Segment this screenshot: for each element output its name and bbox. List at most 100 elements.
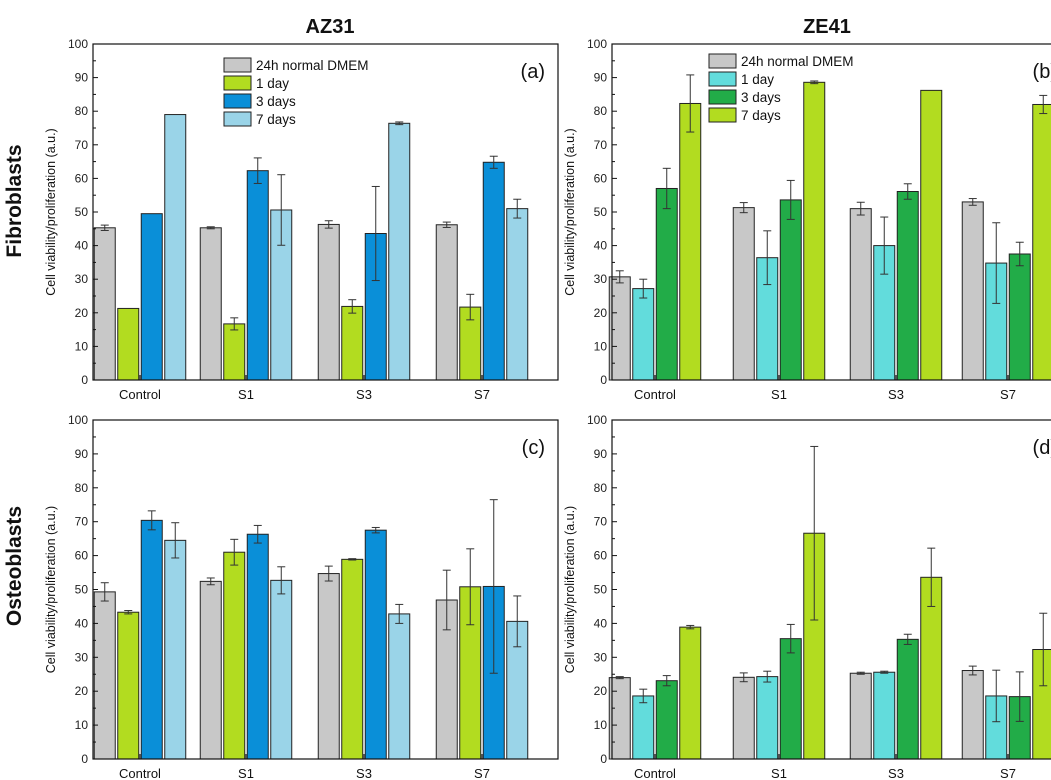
legend-swatch-1 [223,75,252,91]
y-tick-label-5: 50 [594,583,608,597]
y-tick-label-1: 10 [594,718,608,732]
x-tick-label-1: S1 [771,766,787,780]
bar-2-3 [388,613,411,760]
y-tick-label-1: 10 [594,339,608,353]
bar-1-3 [803,81,826,381]
chart-panel-3: 0 10 20 30 40 50 60 70 80 90 100 Control S1 S3 S7 Cell … [563,413,1051,780]
y-tick-label-1: 10 [75,339,89,353]
bar-1-2 [246,533,269,760]
column-title-az31: AZ31 [306,16,355,38]
legend-swatch-0 [223,57,252,73]
bar-2-1 [873,671,896,760]
bar-2-1 [341,305,364,381]
panel-label: (d) [1033,437,1051,459]
y-tick-label-3: 30 [594,272,608,286]
y-tick-label-8: 80 [75,481,89,495]
y-tick-label-8: 80 [75,104,89,118]
legend: 24h normal DMEM 1 day 3 days 7 days [223,57,369,127]
bar-1-1 [223,551,246,760]
bar-0-3 [164,539,187,760]
y-tick-label-0: 0 [600,752,607,766]
bar-0-0 [93,227,116,381]
y-tick-label-7: 70 [75,515,89,529]
y-tick-label-9: 90 [594,71,608,85]
bar-1-0 [732,676,755,760]
y-tick-label-8: 80 [594,104,608,118]
bar-0-3 [164,114,187,381]
bar-2-2 [896,191,919,381]
x-tick-label-0: Control [119,766,161,780]
bar-1-1 [223,323,246,381]
y-tick-label-2: 20 [594,684,608,698]
y-tick-label-9: 90 [75,447,89,461]
y-axis-label: Cell viability/proliferation (a.u.) [44,128,58,295]
legend-label-1: 1 day [256,76,289,91]
row-title-fibroblasts: Fibroblasts [3,144,26,257]
x-tick-label-1: S1 [238,387,254,402]
y-tick-label-5: 50 [75,205,89,219]
bar-2-0 [849,208,872,381]
bar-3-0 [961,670,984,760]
y-tick-label-9: 90 [75,71,89,85]
x-tick-label-1: S1 [771,387,787,402]
x-tick-label-2: S3 [356,387,372,402]
panel-label: (c) [522,437,545,459]
y-tick-label-6: 60 [594,171,608,185]
x-tick-label-3: S7 [1000,387,1016,402]
y-axis-label: Cell viability/proliferation (a.u.) [563,506,577,673]
bar-0-2 [140,519,163,760]
legend-label-2: 3 days [256,94,296,109]
y-tick-label-6: 60 [75,549,89,563]
y-tick-label-3: 30 [594,650,608,664]
y-tick-label-9: 90 [594,447,608,461]
y-tick-label-2: 20 [594,306,608,320]
y-tick-label-5: 50 [75,583,89,597]
y-tick-label-0: 0 [81,752,88,766]
chart-panel-2: 0 10 20 30 40 50 60 70 80 90 100 Control S1 S3 S7 Cell … [44,413,559,780]
y-tick-label-2: 20 [75,684,89,698]
y-tick-label-0: 0 [600,373,607,387]
bar-0-2 [140,213,163,381]
bar-2-1 [341,558,364,760]
y-tick-label-4: 40 [75,239,89,253]
y-tick-label-7: 70 [594,138,608,152]
bar-0-1 [632,695,655,760]
y-tick-label-10: 100 [587,413,607,427]
legend-label-2: 3 days [741,90,781,105]
legend-swatch-0 [708,53,737,69]
y-axis-label: Cell viability/proliferation (a.u.) [563,128,577,295]
y-tick-label-3: 30 [75,272,89,286]
y-tick-label-10: 100 [68,413,88,427]
y-tick-label-8: 80 [594,481,608,495]
legend-swatch-1 [708,71,737,87]
bar-1-0 [199,227,222,381]
bar-0-2 [655,680,678,760]
bar-1-2 [779,638,802,760]
legend-swatch-2 [223,93,252,109]
bar-2-3 [920,89,943,381]
bar-1-2 [779,199,802,381]
y-tick-label-4: 40 [594,616,608,630]
legend-label-0: 24h normal DMEM [256,58,369,73]
y-tick-label-1: 10 [75,718,89,732]
bar-0-0 [93,591,116,760]
y-tick-label-7: 70 [594,515,608,529]
legend-label-0: 24h normal DMEM [741,54,854,69]
y-tick-label-7: 70 [75,138,89,152]
y-tick-label-0: 0 [81,373,88,387]
panel-label: (a) [521,61,545,83]
bar-1-1 [756,676,779,760]
bar-0-1 [632,288,655,381]
bar-1-2 [246,170,269,381]
x-tick-label-3: S7 [474,766,490,780]
bar-3-3 [506,208,529,381]
bar-1-3 [270,579,293,760]
bar-0-1 [117,611,140,760]
bar-3-0 [961,201,984,381]
legend-swatch-3 [223,111,252,127]
x-tick-label-0: Control [634,766,676,780]
plot-frame [611,419,1051,760]
legend: 24h normal DMEM 1 day 3 days 7 days [708,53,854,123]
column-title-ze41: ZE41 [803,16,851,38]
